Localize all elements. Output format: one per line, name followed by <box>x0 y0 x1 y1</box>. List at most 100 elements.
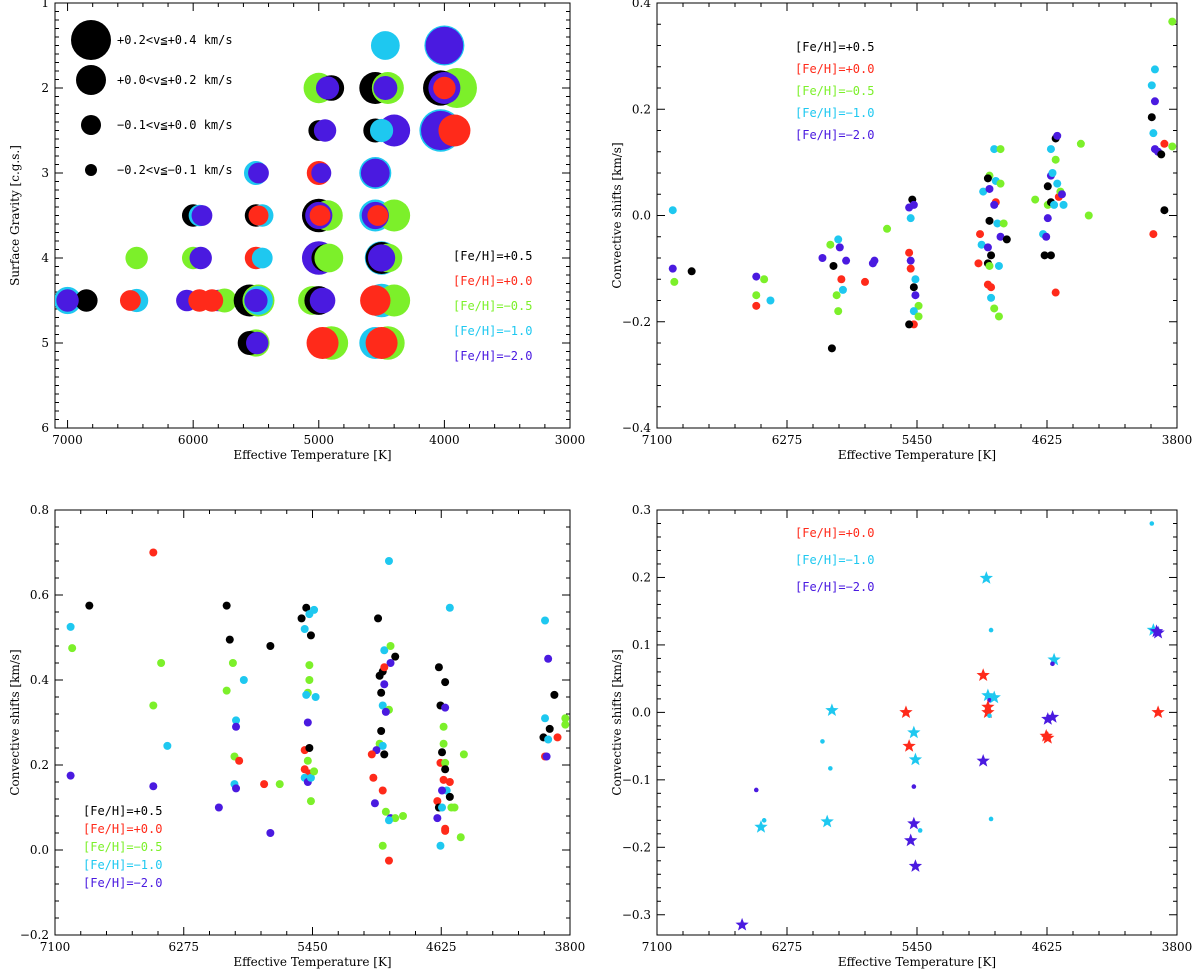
panel-b-xtick-label: 3800 <box>1162 433 1193 447</box>
data-point <box>367 750 376 759</box>
size-legend-marker <box>76 65 106 95</box>
data-point <box>827 344 836 353</box>
data-point <box>251 247 273 269</box>
data-point <box>987 283 996 292</box>
panel-a-xtick-label: 4000 <box>429 433 460 447</box>
data-point <box>222 601 231 610</box>
data-point <box>119 290 141 311</box>
data-point <box>68 644 77 653</box>
panel-d-frame <box>656 509 1178 936</box>
data-point <box>378 841 387 850</box>
data-point <box>826 240 835 249</box>
size-legend-label: +0.2<v≦+0.4 km/s <box>117 33 233 47</box>
data-point <box>214 803 223 812</box>
data-point <box>914 301 923 310</box>
data-point <box>381 807 390 816</box>
data-point <box>820 739 825 744</box>
data-point <box>914 312 923 321</box>
panel-c-xtick-label: 7100 <box>40 940 71 954</box>
data-point-star <box>979 571 993 584</box>
data-point <box>441 765 450 774</box>
legend-entry: [Fe/H]=+0.0 <box>83 822 162 836</box>
data-point <box>313 119 337 142</box>
size-legend-label: +0.0<v≦+0.2 km/s <box>117 73 233 87</box>
data-point <box>1057 190 1066 199</box>
panel-b-points <box>668 17 1177 353</box>
size-legend-label: −0.1<v≦+0.0 km/s <box>117 118 233 132</box>
data-point <box>766 296 775 305</box>
data-point <box>883 224 892 233</box>
data-point <box>994 261 1003 270</box>
data-point-star <box>987 690 1001 704</box>
data-point <box>391 652 400 661</box>
data-point <box>157 659 166 667</box>
data-point <box>246 331 269 355</box>
data-point <box>985 261 994 270</box>
data-point <box>842 256 851 265</box>
data-point <box>381 707 390 716</box>
data-point <box>670 277 679 286</box>
data-point <box>979 187 988 196</box>
data-point <box>906 264 915 273</box>
data-point <box>85 601 94 610</box>
data-point <box>438 786 447 795</box>
data-point <box>1150 65 1159 74</box>
legend-entry: [Fe/H]=+0.5 <box>453 249 532 263</box>
data-point-star <box>976 668 990 681</box>
data-point <box>456 833 465 842</box>
data-point-star <box>820 814 834 828</box>
data-point <box>433 814 442 823</box>
data-point <box>541 714 550 723</box>
panel-d-ytick-label: −0.3 <box>622 908 651 922</box>
data-point <box>1002 235 1011 244</box>
data-point <box>370 799 379 808</box>
data-point <box>541 616 550 625</box>
data-point <box>66 622 75 631</box>
panel-d-xtick-label: 4625 <box>1032 940 1063 954</box>
data-point <box>761 818 767 823</box>
panel-b-xtick-label: 5450 <box>902 433 933 447</box>
legend-entry: [Fe/H]=−0.5 <box>453 299 532 313</box>
data-point <box>303 718 312 727</box>
data-point <box>818 254 827 262</box>
panel-b-ytick-label: 0.0 <box>632 209 651 223</box>
data-point <box>441 758 450 767</box>
data-point <box>917 828 923 833</box>
data-point <box>1147 113 1156 122</box>
data-point-star <box>981 688 995 702</box>
data-point <box>189 246 212 270</box>
data-point <box>239 676 248 684</box>
data-point <box>1051 288 1060 297</box>
panel-c-xtick-label: 5450 <box>297 940 328 954</box>
panel-a-xlabel: Effective Temperature [K] <box>233 448 391 462</box>
panel-d-xtick-label: 3800 <box>1162 940 1193 954</box>
data-point <box>1043 214 1052 223</box>
data-point <box>1147 81 1156 90</box>
data-point <box>983 174 992 183</box>
panel-b-xlabel: Effective Temperature [K] <box>838 448 996 462</box>
data-point <box>1149 129 1158 138</box>
legend-entry: [Fe/H]=−1.0 <box>453 324 532 338</box>
data-point <box>384 856 393 865</box>
data-point <box>550 690 559 699</box>
data-point <box>436 841 445 850</box>
data-point <box>1160 139 1169 148</box>
data-point <box>309 205 331 226</box>
data-point <box>553 733 562 742</box>
panel-d-ytick-label: −0.2 <box>622 840 651 854</box>
data-point <box>434 663 443 672</box>
data-point <box>1076 139 1085 148</box>
data-point <box>1084 211 1093 220</box>
data-point <box>441 703 450 712</box>
panel-d-convective-shifts: 7100 6275 5450 4625 3800 −0.3 −0.2 −0.1 0.0 0.1 0.… <box>610 503 1192 969</box>
legend-entry: [Fe/H]=−1.0 <box>795 553 874 567</box>
data-point <box>752 301 761 310</box>
data-point <box>369 773 378 782</box>
data-point <box>990 200 999 209</box>
data-point <box>687 267 696 276</box>
data-point <box>360 285 391 316</box>
panel-c-points <box>66 548 570 865</box>
data-point <box>1043 182 1052 191</box>
data-point <box>305 744 314 752</box>
panel-a-xtick-label: 6000 <box>178 433 209 447</box>
